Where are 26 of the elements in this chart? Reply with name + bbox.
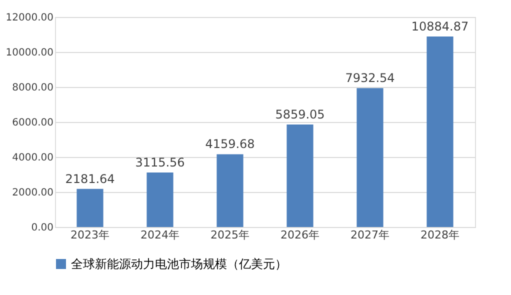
y-tick-label: 6000.00 [12,118,54,128]
data-label: 10884.87 [411,20,469,34]
x-tick-label: 2028年 [420,228,460,242]
legend-label: 全球新能源动力电池市场规模（亿美元） [71,257,287,271]
data-label: 3115.56 [135,155,185,170]
data-label: 5859.05 [275,107,325,122]
x-tick-label: 2026年 [280,228,320,242]
data-label: 7932.54 [345,71,395,86]
bar [76,188,104,227]
y-tick-label: 8000.00 [12,82,54,94]
bar [146,172,174,227]
y-tick-label: 10000.00 [6,48,54,58]
x-tick-label: 2023年 [70,228,110,242]
bar [216,154,244,227]
x-tick-label: 2024年 [140,228,180,242]
x-tick-label: 2027年 [350,228,390,242]
bar [426,36,454,227]
y-tick-label: 2000.00 [12,188,54,198]
y-tick-label: 0.00 [31,222,54,234]
y-tick-label: 4000.00 [12,152,54,164]
data-label: 4159.68 [205,137,255,152]
y-tick-label: 12000.00 [6,12,54,24]
x-tick-label: 2025年 [210,228,250,242]
bar [356,88,384,227]
bar [286,124,314,227]
data-label: 2181.64 [65,172,115,186]
